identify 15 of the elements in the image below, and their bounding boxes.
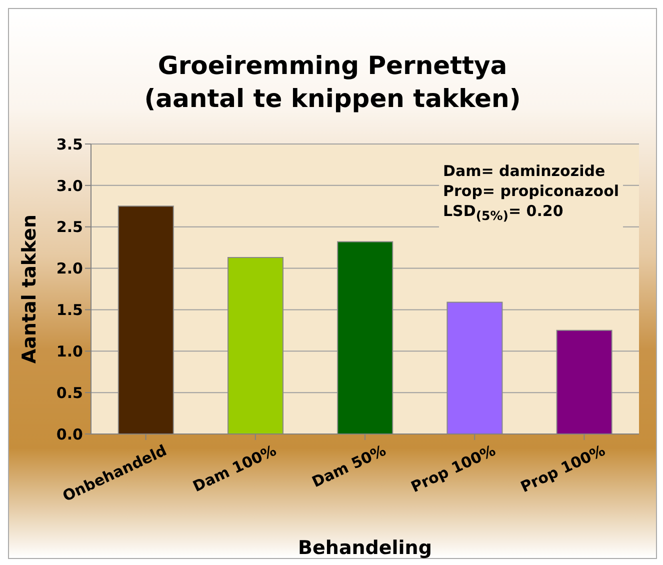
y-tick-label: 3.0 [56,176,83,195]
y-tick-label: 2.0 [56,260,83,278]
annotation: Prop= propiconazool [443,181,620,201]
y-tick-label: 1.5 [56,301,83,320]
y-tick-label: 0.0 [56,425,83,444]
y-tick-label: 2.5 [56,218,83,236]
chart-title: Groeiremming Pernettya (aantal te knippen takken) [144,51,521,113]
y-tick-label: 0.5 [56,384,83,402]
annotation: LSD$_{(5%)}$= 0.20 [443,201,564,225]
y-axis-title: Aantal takken [18,214,41,364]
y-tick-label: 3.5 [56,135,83,154]
annotation: Dam= daminzozide [443,161,606,181]
x-axis-title: Behandeling [298,537,432,559]
x-tick-label: Dam 50% [309,441,389,492]
y-tick-label: 1.0 [56,342,83,360]
